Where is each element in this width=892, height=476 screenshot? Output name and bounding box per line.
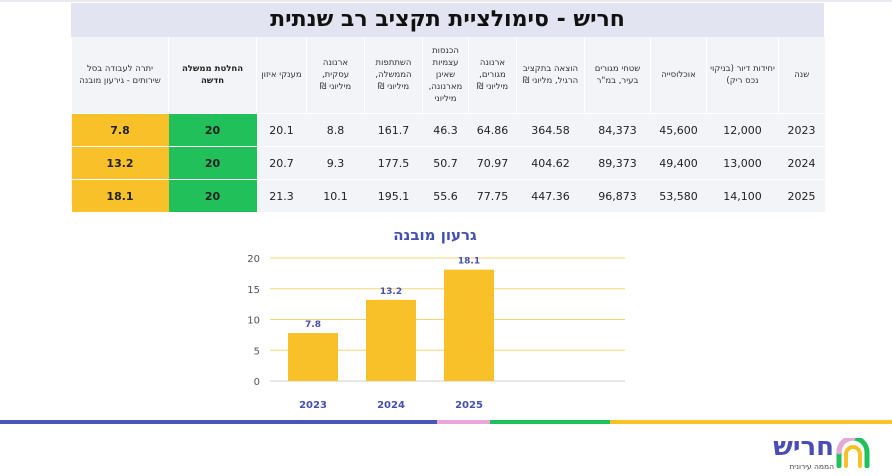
- cell-new-gov-decision: 20: [168, 113, 257, 147]
- footer-line-green: [490, 420, 610, 424]
- top-rule: [0, 0, 892, 2]
- logo-word: חריש: [773, 432, 834, 462]
- budget-table: שנה יחידות דיור (בניקוי נכס ריק) אוכלוסי…: [71, 37, 825, 212]
- cell-regular-budget: 447.36: [516, 179, 585, 212]
- cell-year: 2024: [778, 146, 825, 180]
- header-business-tax: ארנונה עסקית, מיליוני ₪: [306, 37, 365, 114]
- cell-population: 45,600: [650, 113, 707, 147]
- x-tick-label: 2024: [377, 400, 405, 411]
- table-header-row: שנה יחידות דיור (בניקוי נכס ריק) אוכלוסי…: [71, 37, 825, 114]
- header-year: שנה: [778, 37, 825, 114]
- cell-residential-area: 96,873: [584, 179, 651, 212]
- harish-arch-icon: [836, 438, 870, 468]
- data-label: 7.8: [305, 320, 321, 330]
- cell-structural-deficit: 13.2: [71, 146, 169, 180]
- cell-new-gov-decision: 20: [168, 146, 257, 180]
- cell-residential-tax: 77.75: [468, 179, 517, 212]
- cell-balance-grants: 21.3: [256, 179, 307, 212]
- data-label: 18.1: [458, 257, 480, 267]
- table-row: 2024 13,000 49,400 89,373 404.62 70.97 5…: [71, 146, 825, 180]
- y-tick-label: 20: [247, 254, 260, 265]
- logo-tagline: הממה עירונית: [789, 462, 834, 471]
- cell-housing-units: 13,000: [706, 146, 779, 180]
- structural-deficit-bar-chart: 0 5 10 15 20 7.8 2023 13.2 2024 18.1 2025: [247, 254, 625, 411]
- cell-population: 53,580: [650, 179, 707, 212]
- header-structural-deficit: יתרה לעבודה בסל שירותים - גירעון מובנה: [71, 37, 169, 114]
- cell-balance-grants: 20.7: [256, 146, 307, 180]
- header-regular-budget: הוצאה בתקציב הרגיל, מליוני ₪: [516, 37, 585, 114]
- x-tick-label: 2025: [455, 400, 483, 411]
- cell-housing-units: 12,000: [706, 113, 779, 147]
- bar: [444, 269, 494, 381]
- cell-new-gov-decision: 20: [168, 179, 257, 212]
- header-new-gov-decision: החלטת ממשלה חדשה: [168, 37, 257, 114]
- table-row: 2023 12,000 45,600 84,373 364.58 64.86 4…: [71, 113, 825, 147]
- page-title: חריש - סימולציית תקציב רב שנתית: [71, 3, 824, 37]
- cell-business-tax: 9.3: [306, 146, 365, 180]
- cell-regular-budget: 364.58: [516, 113, 585, 147]
- y-tick-label: 5: [254, 346, 260, 357]
- footer-line-yellow: [610, 420, 892, 424]
- cell-residential-area: 89,373: [584, 146, 651, 180]
- cell-residential-tax: 64.86: [468, 113, 517, 147]
- header-housing-units: יחידות דיור (בניקוי נכס ריק): [706, 37, 779, 114]
- cell-year: 2023: [778, 113, 825, 147]
- data-label: 13.2: [380, 287, 402, 297]
- header-own-income: הכנסות עצמיות שאינן מארנונה, מיליוני: [422, 37, 469, 114]
- cell-own-income: 50.7: [422, 146, 469, 180]
- cell-business-tax: 8.8: [306, 113, 365, 147]
- cell-gov-participation: 177.5: [364, 146, 423, 180]
- budget-table-panel: חריש - סימולציית תקציב רב שנתית שנה יחיד…: [71, 3, 825, 212]
- cell-housing-units: 14,100: [706, 179, 779, 212]
- cell-population: 49,400: [650, 146, 707, 180]
- cell-gov-participation: 195.1: [364, 179, 423, 212]
- table-row: 2025 14,100 53,580 96,873 447.36 77.75 5…: [71, 179, 825, 212]
- cell-structural-deficit: 7.8: [71, 113, 169, 147]
- cell-regular-budget: 404.62: [516, 146, 585, 180]
- header-gov-participation: השתתפות הממשלה, מיליוני ₪: [364, 37, 423, 114]
- y-tick-label: 10: [247, 316, 260, 327]
- x-tick-label: 2023: [299, 400, 327, 411]
- header-residential-area: שטחי מגורים בעיר, במ"ר: [584, 37, 651, 114]
- footer-line-pink: [437, 420, 490, 424]
- cell-balance-grants: 20.1: [256, 113, 307, 147]
- cell-structural-deficit: 18.1: [71, 179, 169, 212]
- cell-own-income: 46.3: [422, 113, 469, 147]
- cell-business-tax: 10.1: [306, 179, 365, 212]
- header-population: אוכלוסייה: [650, 37, 707, 114]
- cell-residential-area: 84,373: [584, 113, 651, 147]
- cell-gov-participation: 161.7: [364, 113, 423, 147]
- header-balance-grants: מענקי איזון: [256, 37, 307, 114]
- bar: [366, 299, 416, 381]
- cell-own-income: 55.6: [422, 179, 469, 212]
- footer-line-blue: [0, 420, 437, 424]
- cell-year: 2025: [778, 179, 825, 212]
- header-residential-tax: ארנונה מגורים, מיליוני ₪: [468, 37, 517, 114]
- y-tick-label: 15: [247, 285, 260, 296]
- chart-title: גרעון מובנה: [393, 226, 477, 244]
- y-tick-label: 0: [254, 377, 260, 388]
- cell-residential-tax: 70.97: [468, 146, 517, 180]
- harish-logo: חריש הממה עירונית: [755, 432, 870, 472]
- bar: [288, 333, 338, 381]
